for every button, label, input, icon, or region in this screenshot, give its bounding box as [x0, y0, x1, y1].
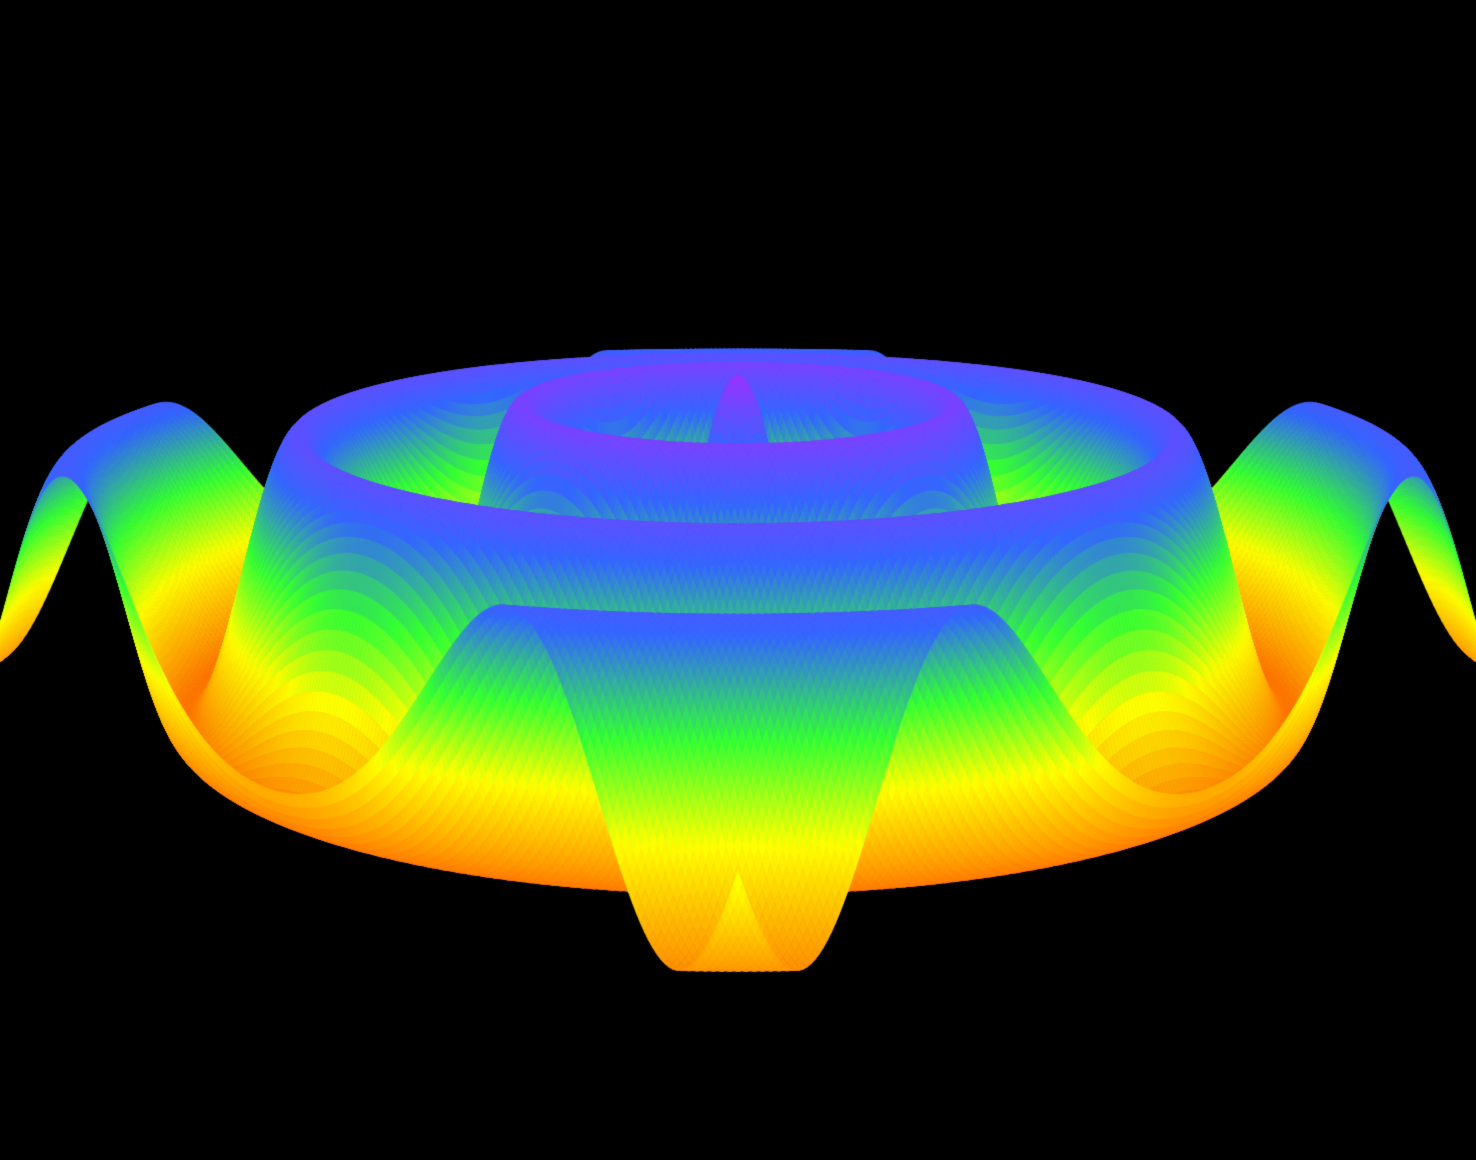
ripple-surface-plot[interactable] — [0, 0, 1476, 1160]
render-viewport[interactable] — [0, 0, 1476, 1160]
